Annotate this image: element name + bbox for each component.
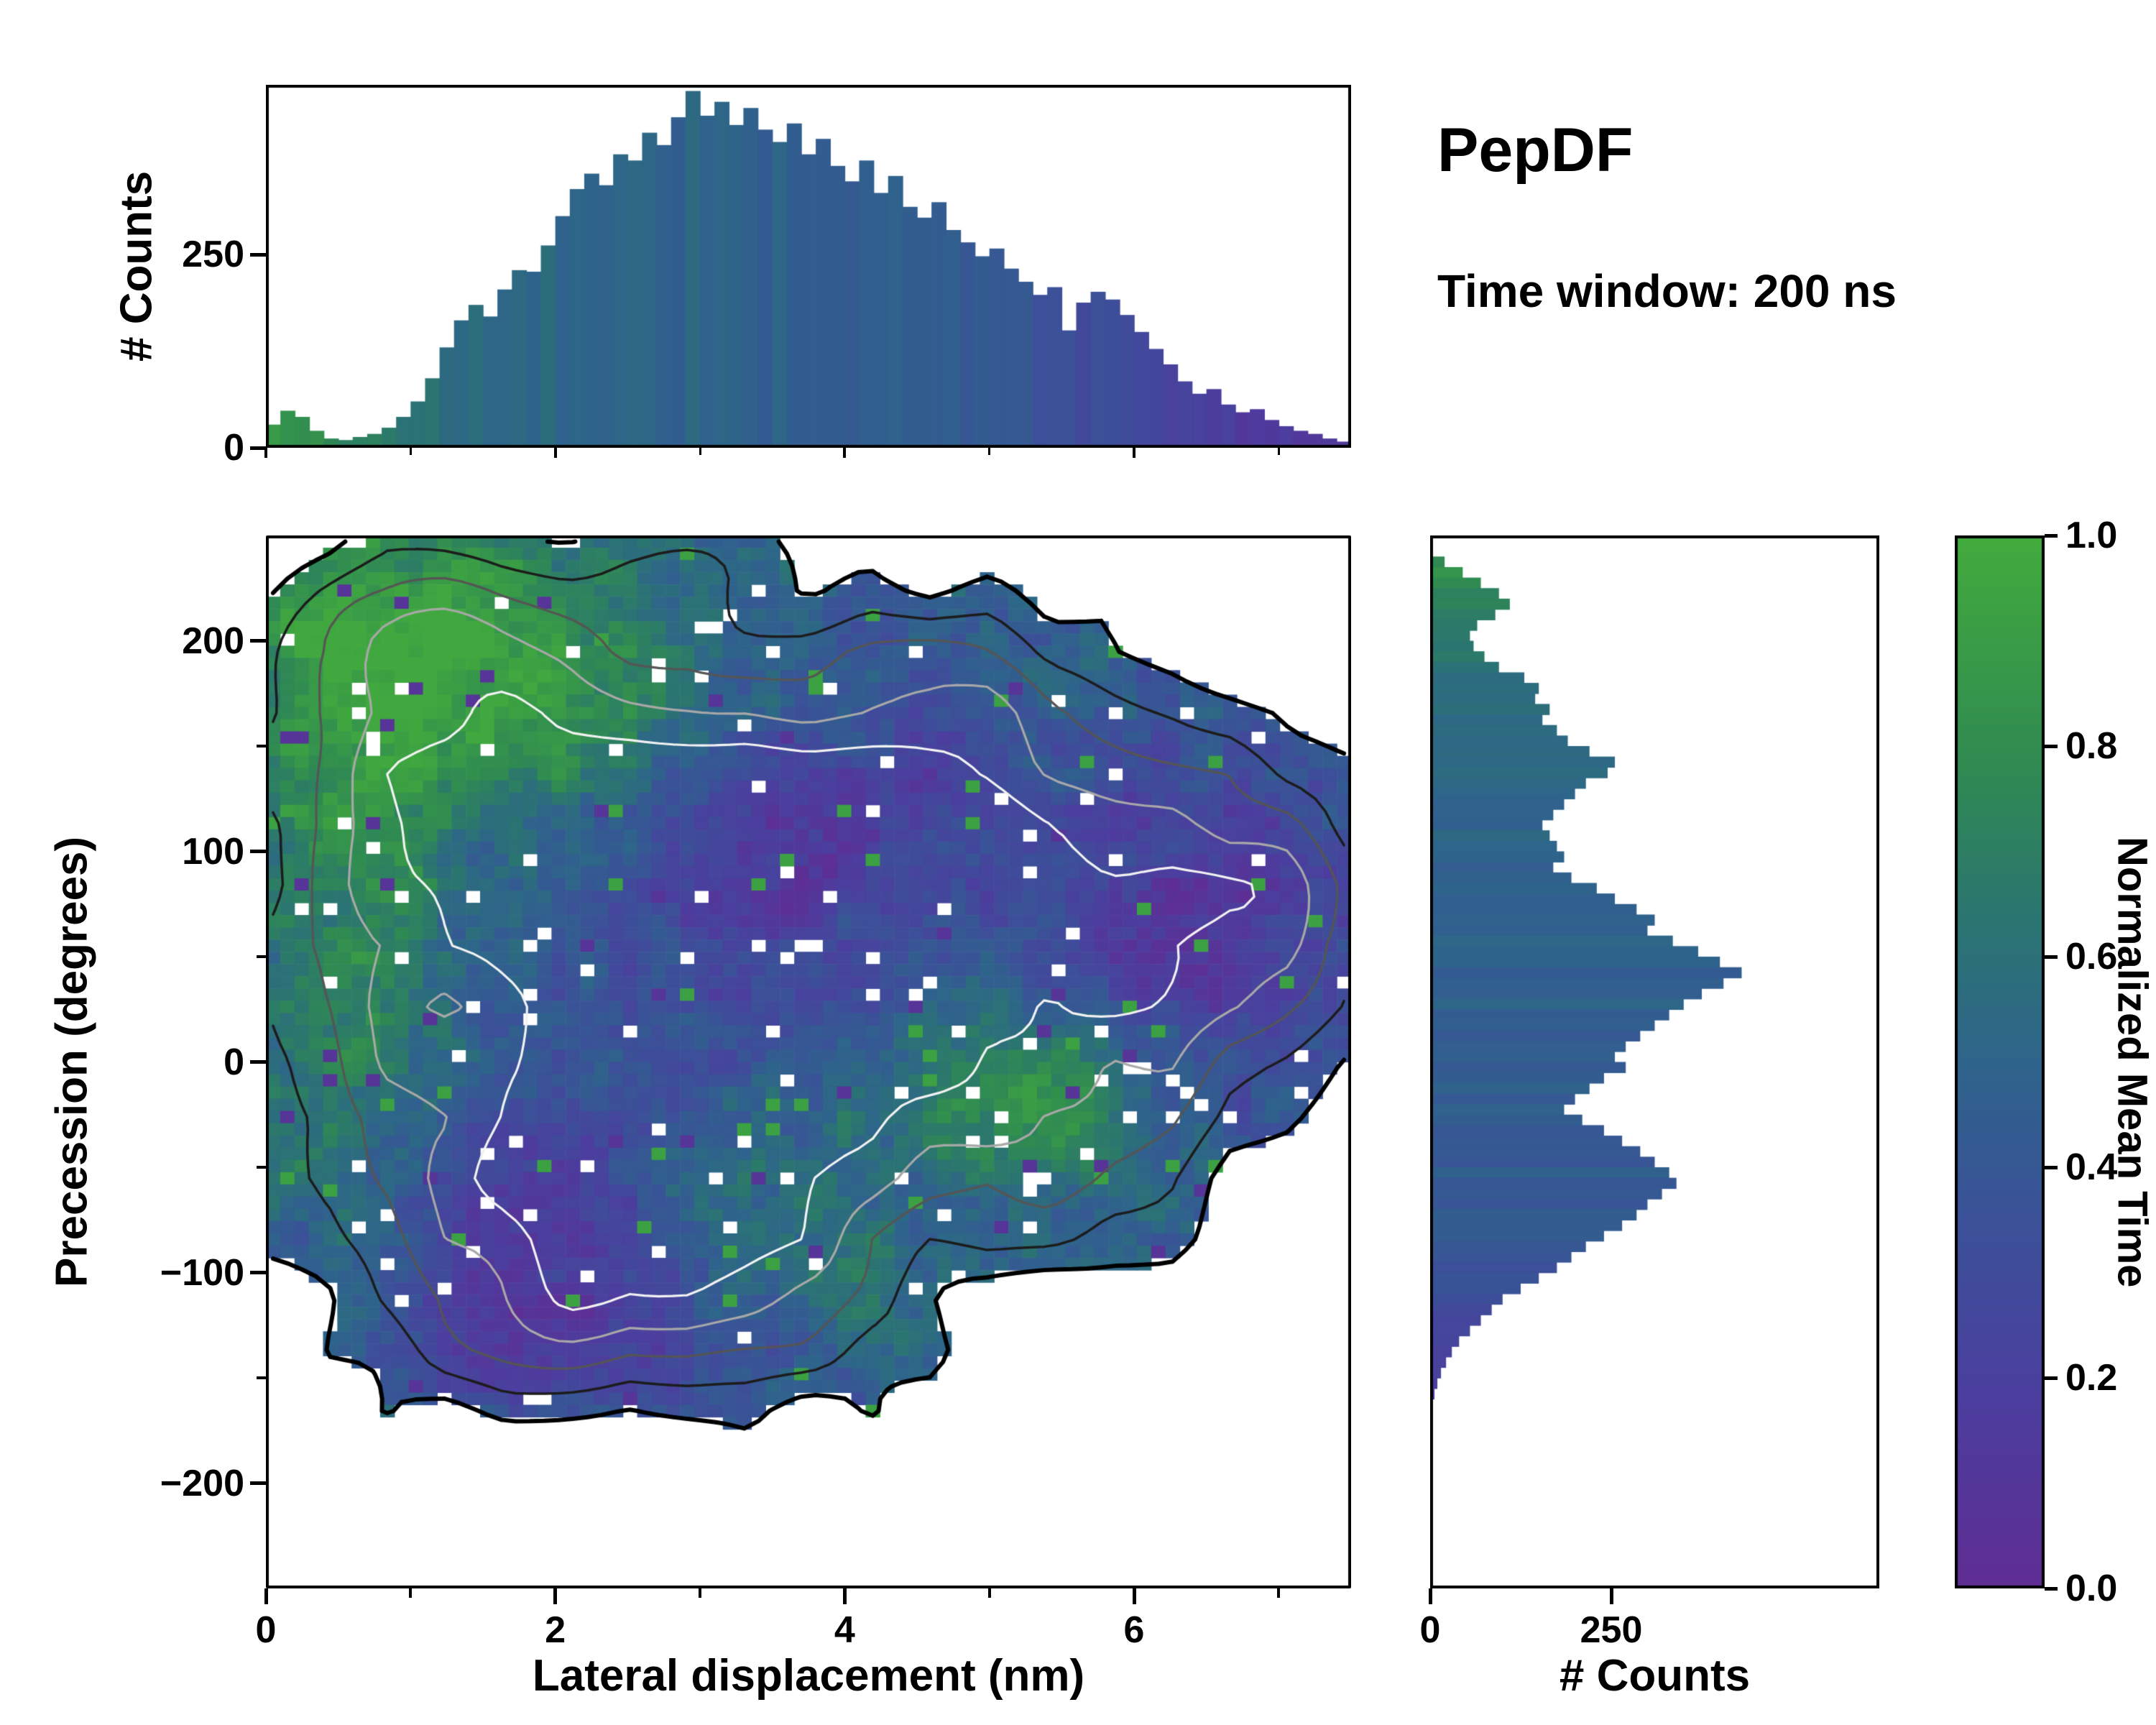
x-tick-label: 2: [545, 1609, 566, 1651]
tick-mark: [553, 448, 557, 458]
x-tick-label: 0: [255, 1609, 277, 1651]
colorbar-tick-label: 0.0: [2065, 1568, 2118, 1609]
tick-mark: [699, 448, 701, 455]
tick-mark: [1609, 1588, 1613, 1604]
tick-mark: [250, 1060, 266, 1064]
tick-mark: [257, 745, 266, 748]
tick-mark: [2045, 533, 2058, 538]
tick-mark: [409, 1588, 413, 1598]
right-hist-x-tick-label: 0: [1419, 1609, 1441, 1651]
colorbar-tick-label: 1.0: [2065, 515, 2118, 556]
main-x-axis-label: Lateral displacement (nm): [532, 1651, 1085, 1701]
top-histogram-y-axis-label: # Counts: [111, 170, 162, 362]
tick-mark: [264, 1588, 268, 1604]
tick-mark: [250, 850, 266, 853]
colorbar-label: Normalized Mean Time: [2109, 836, 2156, 1288]
colorbar-tick-label: 0.8: [2065, 725, 2118, 767]
tick-mark: [264, 448, 267, 458]
tick-mark: [250, 639, 266, 643]
colorbar-canvas: [1955, 535, 2045, 1588]
colorbar-tick-label: 0.4: [2065, 1146, 2118, 1188]
y-tick-label: 200: [182, 620, 244, 662]
tick-mark: [1277, 448, 1280, 455]
tick-mark: [1277, 1588, 1281, 1598]
right-hist-x-tick-label: 250: [1580, 1609, 1643, 1651]
tick-mark: [250, 252, 266, 257]
y-tick-label: 0: [224, 1041, 244, 1083]
joint-heatmap-canvas: [266, 535, 1351, 1588]
plot-title: PepDF: [1437, 116, 1634, 185]
colorbar-tick-label: 0.6: [2065, 936, 2118, 978]
tick-mark: [988, 448, 991, 455]
tick-mark: [553, 1588, 558, 1604]
x-tick-label: 4: [834, 1609, 855, 1651]
x-tick-label: 6: [1123, 1609, 1145, 1651]
y-tick-label: 100: [182, 830, 244, 873]
tick-mark: [842, 1588, 847, 1604]
tick-mark: [1132, 1588, 1136, 1604]
tick-mark: [250, 446, 266, 450]
tick-mark: [699, 1588, 701, 1598]
colorbar-tick-label: 0.2: [2065, 1357, 2118, 1399]
top-histogram-canvas: [266, 85, 1351, 448]
tick-mark: [257, 955, 266, 958]
tick-mark: [2045, 744, 2058, 748]
tick-mark: [250, 1271, 266, 1274]
right-histogram-x-axis-label: # Counts: [1559, 1651, 1751, 1701]
tick-mark: [257, 1166, 266, 1169]
y-tick-label: −100: [160, 1251, 244, 1294]
tick-mark: [1133, 448, 1135, 458]
y-tick-label: −200: [160, 1462, 244, 1504]
tick-mark: [843, 448, 847, 458]
main-y-axis-label: Precession (degrees): [47, 836, 97, 1288]
tick-mark: [2045, 1376, 2058, 1380]
right-histogram-canvas: [1430, 535, 1879, 1588]
tick-mark: [2045, 1586, 2058, 1591]
tick-mark: [2045, 1165, 2058, 1169]
tick-mark: [1428, 1588, 1432, 1604]
plot-subtitle: Time window: 200 ns: [1437, 265, 1897, 317]
tick-mark: [257, 1376, 266, 1379]
top-hist-y-tick-label: 250: [182, 234, 244, 276]
top-hist-y-tick-label: 0: [224, 427, 244, 469]
tick-mark: [250, 1481, 266, 1485]
tick-mark: [409, 448, 412, 455]
tick-mark: [987, 1588, 991, 1598]
tick-mark: [2045, 954, 2058, 959]
